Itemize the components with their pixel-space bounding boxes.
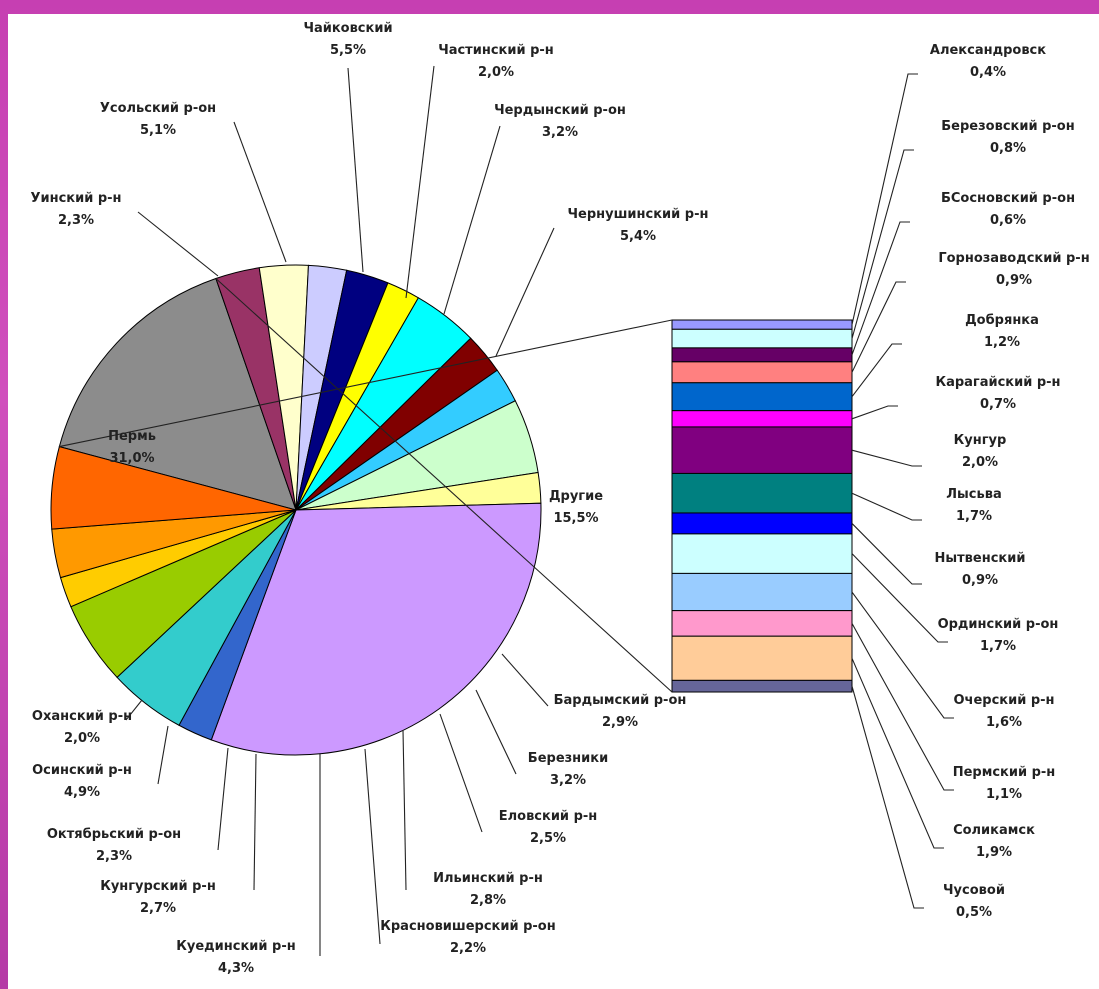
bar-segment [671, 472, 853, 514]
bar-segment-label: Очерский р-н 1,6% [953, 693, 1054, 730]
bar-segment [671, 533, 853, 574]
pie-slice-label: Октябрьский р-он 2,3% [47, 827, 181, 864]
bar-segment-label: БСосновский р-он 0,6% [941, 191, 1075, 228]
leader-line [402, 729, 407, 891]
leader-line [851, 281, 906, 373]
leader-line [157, 725, 169, 785]
pie-slice-label: Красновишерский р-он 2,2% [380, 919, 555, 956]
leader-line [851, 149, 914, 339]
pie-slice [210, 502, 542, 756]
bar-segment-label: Березовский р-он 0,8% [941, 119, 1074, 156]
pie-slice [50, 445, 297, 530]
leader-line [217, 747, 229, 851]
leader-line [364, 748, 381, 945]
pie-slice-label: Пермь 31,0% [108, 429, 156, 466]
leader-line [851, 221, 910, 356]
bar-segment-label: Ординский р-он 1,7% [938, 617, 1059, 654]
bar-segment [671, 679, 853, 693]
pie-slice-label: Оханский р-н 2,0% [32, 709, 132, 746]
bar-segment [671, 572, 853, 612]
leader-line [851, 73, 918, 325]
leader-line [851, 553, 948, 643]
connector-line [59, 319, 673, 448]
bar-segment [671, 319, 853, 330]
pie-slice-label: Березники 3,2% [528, 751, 608, 788]
bar-segment [671, 347, 853, 363]
leader-line [475, 689, 517, 775]
bar-segment-label: Кунгур 2,0% [954, 433, 1007, 470]
leader-line [253, 753, 257, 891]
pie-slice-label: Другие 15,5% [549, 489, 603, 526]
bar-segment [671, 512, 853, 535]
leader-line [851, 623, 954, 791]
pie-slice-label: Чернушинский р-н 5,4% [568, 207, 709, 244]
pie-slice-label: Кунгурский р-н 2,7% [100, 879, 216, 916]
leader-line [439, 713, 483, 833]
bar-segment [671, 426, 853, 474]
leader-line [851, 449, 922, 467]
pie-slice-label: Чердынский р-он 3,2% [494, 103, 626, 140]
leader-line [125, 699, 143, 721]
bar-segment-label: Лысьва 1,7% [946, 487, 1001, 524]
leader-line [851, 405, 898, 420]
bar-segment [671, 361, 853, 384]
pie-slice-label: Еловский р-н 2,5% [499, 809, 598, 846]
bar-segment-label: Чусовой 0,5% [943, 883, 1005, 920]
chart-panel: Другие 15,5% Бардымский р-он 2,9% Березники 3… [8, 14, 1099, 989]
leader-line [851, 523, 922, 585]
leader-line [347, 67, 364, 273]
pie-slice-label: Осинский р-н 4,9% [32, 763, 132, 800]
pie-slice-label: Ильинский р-н 2,8% [433, 871, 543, 908]
pie-slice-label: Чайковский 5,5% [303, 21, 392, 58]
bar-segment [671, 635, 853, 681]
pie-slice-label: Усольский р-он 5,1% [100, 101, 216, 138]
leader-line [501, 653, 549, 707]
connector-line [215, 278, 673, 693]
leader-line [233, 121, 287, 263]
pie-slice-label: Частинский р-н 2,0% [438, 43, 554, 80]
leader-line [851, 591, 954, 719]
bar-segment-label: Карагайский р-н 0,7% [935, 375, 1060, 412]
leader-line [851, 492, 922, 521]
bar-segment [671, 328, 853, 349]
leader-line [137, 211, 219, 277]
bar-segment-label: Пермский р-н 1,1% [953, 765, 1056, 802]
pie-slice-label: Куединский р-н 4,3% [176, 939, 295, 976]
leader-line [851, 343, 902, 398]
bar-segment-label: Добрянка 1,2% [965, 313, 1039, 350]
bar-segment [671, 610, 853, 637]
bar-segment-label: Нытвенский 0,9% [935, 551, 1026, 588]
leader-line [495, 227, 555, 357]
leader-line [443, 125, 501, 315]
bar-segment [671, 382, 853, 412]
bar-segment-label: Горнозаводский р-н 0,9% [938, 251, 1089, 288]
bar-segment-label: Александровск 0,4% [930, 43, 1046, 80]
leader-line [851, 658, 944, 849]
pie-slice [58, 277, 297, 511]
pie-of-bar-chart: Другие 15,5% Бардымский р-он 2,9% Березники 3… [30, 21, 1089, 976]
bar-segment-label: Соликамск 1,9% [953, 823, 1035, 860]
leader-line [405, 65, 435, 299]
pie-slice-label: Бардымский р-он 2,9% [554, 693, 687, 730]
leader-line [851, 686, 924, 909]
bar-segment [671, 410, 853, 428]
pie-slice-label: Уинский р-н 2,3% [30, 191, 121, 228]
